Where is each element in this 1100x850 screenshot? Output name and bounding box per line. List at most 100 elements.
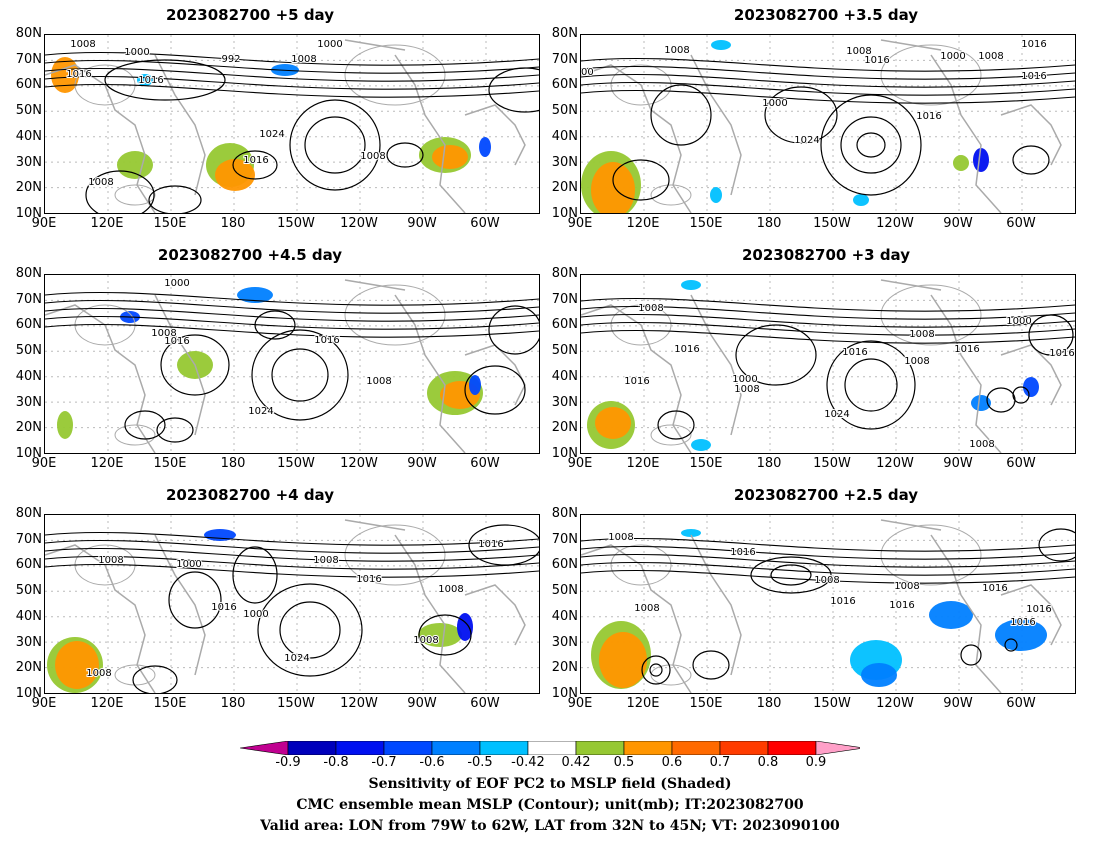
colorbar-tick-label: -0.42	[511, 755, 545, 770]
contour-label: 1016	[730, 547, 755, 558]
mslp-contour	[1012, 145, 1050, 175]
lat-tick-label: 60N	[15, 557, 42, 573]
panel-0: 2023082700 +5 day 1008 1000 992 1008 1000 101…	[0, 6, 540, 246]
lat-tick-label: 40N	[551, 608, 578, 624]
mslp-contour	[45, 51, 539, 66]
lat-tick-label: 30N	[15, 634, 42, 650]
contour-label: 1008	[413, 635, 438, 646]
lon-tick-label: 120W	[340, 216, 378, 231]
colorbar-high-arrow	[815, 741, 860, 755]
colorbar-segment	[527, 741, 577, 755]
mslp-contour	[856, 132, 886, 158]
contour-label: 1016	[1021, 71, 1046, 82]
mslp-contour	[581, 89, 1075, 104]
lon-tick-label: 90E	[567, 456, 593, 471]
mslp-contour	[104, 59, 226, 101]
coastline	[464, 344, 526, 406]
coastline	[394, 534, 466, 693]
map-plot: 1008 1000 992 1008 1000 1016 1016 1024 1016 1008 1…	[44, 34, 540, 214]
contour-label: 1008	[638, 303, 663, 314]
lon-tick-label: 90E	[31, 696, 57, 711]
contour-label: 1016	[982, 583, 1007, 594]
lat-tick-label: 20N	[15, 180, 42, 196]
contour-label: 1016	[830, 596, 855, 607]
lon-tick-label: 150E	[153, 216, 187, 231]
sensitivity-shading	[469, 375, 481, 395]
sensitivity-shading	[479, 137, 491, 157]
panel-5: 2023082700 +2.5 day 1008 1016 1008 1016 1016…	[536, 486, 1076, 726]
contour-label: 1016	[842, 347, 867, 358]
sensitivity-shading	[853, 194, 869, 206]
map-plot: 1008 1016 1016 1000 1008 1024 1016 1008 1008 1016…	[580, 274, 1076, 454]
colorbar-tick-label: 0.6	[661, 755, 683, 770]
contour-label: 1008	[366, 376, 391, 387]
mslp-contour	[148, 185, 202, 213]
lon-tick-label: 120W	[340, 696, 378, 711]
colorbar-tick-label: 0.8	[757, 755, 779, 770]
sensitivity-shading	[1023, 377, 1039, 397]
lon-tick-label: 180	[756, 216, 782, 231]
panel-title: 2023082700 +2.5 day	[733, 486, 919, 504]
mslp-contour	[45, 531, 539, 546]
topography-contour	[344, 284, 446, 346]
mslp-contour	[156, 417, 194, 443]
mslp-contour	[581, 545, 1075, 560]
contour-label: 1008	[894, 581, 919, 592]
lon-tick-label: 60W	[1006, 696, 1036, 711]
lat-tick-label: 50N	[15, 103, 42, 119]
contour-label: 1024	[824, 409, 849, 420]
contour-label: 1008	[88, 177, 113, 188]
contour-label: 1016	[138, 75, 163, 86]
colorbar-tick-label: -0.6	[419, 755, 445, 770]
contour-label: 1024	[794, 135, 819, 146]
lon-tick-label: 180	[220, 456, 246, 471]
colorbar-tick-label: -0.8	[323, 755, 349, 770]
lat-tick-label: 60N	[15, 317, 42, 333]
mslp-contour	[820, 94, 922, 196]
sensitivity-shading	[971, 395, 991, 411]
lon-tick-label: 120W	[876, 216, 914, 231]
lon-tick-label: 90W	[407, 696, 437, 711]
mslp-contour	[45, 75, 539, 90]
mslp-contour	[581, 537, 1075, 552]
lat-tick-label: 30N	[551, 154, 578, 170]
topography-contour	[344, 44, 446, 106]
lon-tick-label: 180	[220, 216, 246, 231]
caption-line-2: CMC ensemble mean MSLP (Contour); unit(m…	[296, 797, 804, 813]
sensitivity-shading	[711, 40, 731, 50]
lon-tick-label: 150W	[813, 696, 851, 711]
contour-label: 1008	[151, 328, 176, 339]
lon-tick-label: 60W	[1006, 456, 1036, 471]
coastline	[581, 64, 692, 213]
mslp-contour	[960, 644, 982, 666]
coastline	[930, 294, 1002, 453]
lat-tick-label: 40N	[15, 608, 42, 624]
contour-label: 1024	[248, 406, 273, 417]
contour-label: 1016	[1021, 39, 1046, 50]
sensitivity-shading	[681, 529, 701, 537]
topography-contour	[650, 664, 692, 686]
mslp-contour	[45, 315, 539, 330]
lat-tick-label: 20N	[551, 420, 578, 436]
sensitivity-shading	[710, 187, 722, 203]
contour-label: 1016	[1010, 617, 1035, 628]
panel-2: 2023082700 +4.5 day 1000 1008 1016 1016 1024…	[0, 246, 540, 486]
coastline	[581, 304, 692, 453]
lon-tick-label: 150W	[277, 696, 315, 711]
mslp-contour	[641, 655, 671, 685]
lon-tick-label: 150E	[689, 696, 723, 711]
contour-label: 1008	[291, 54, 316, 65]
topography-contour	[114, 424, 156, 446]
contour-label: 1008	[86, 668, 111, 679]
contour-label: 1008	[70, 39, 95, 50]
lat-tick-label: 70N	[551, 531, 578, 547]
colorbar-tick-label: -0.7	[371, 755, 397, 770]
sensitivity-shading	[418, 623, 462, 647]
contour-label: 1016	[674, 344, 699, 355]
lon-tick-label: 150W	[277, 216, 315, 231]
coastline	[344, 39, 406, 51]
lon-tick-label: 120W	[876, 456, 914, 471]
sensitivity-shading	[973, 148, 989, 172]
lon-tick-label: 180	[756, 696, 782, 711]
lon-tick-label: 180	[220, 696, 246, 711]
